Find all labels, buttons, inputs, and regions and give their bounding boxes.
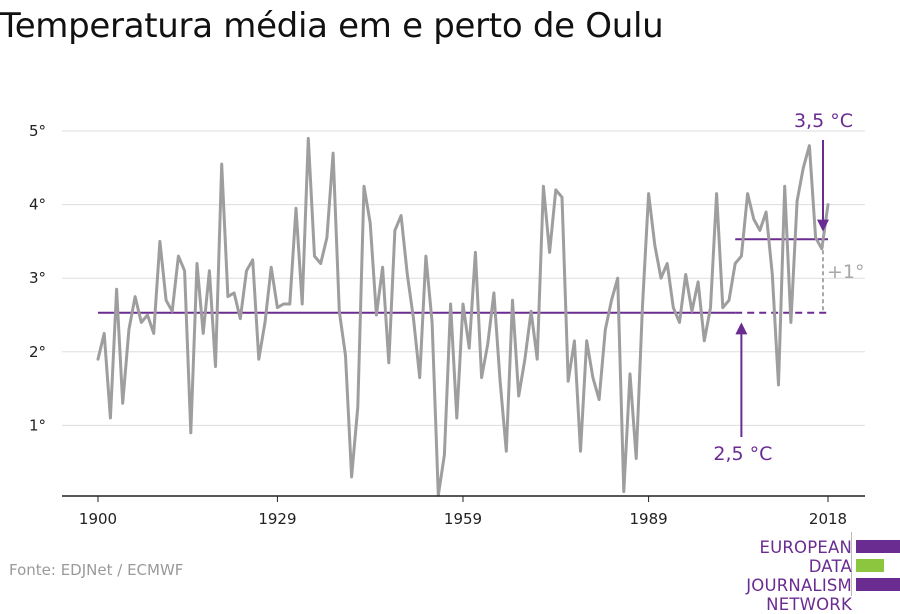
logo-text: EUROPEAN DATA JOURNALISM NETWORK — [700, 538, 852, 614]
y-tick-label: 2° — [29, 343, 46, 361]
difference-label: +1° — [827, 261, 865, 283]
x-tick-label: 1929 — [258, 510, 296, 528]
logo-bar-bottom — [856, 578, 900, 591]
logo-bar-top — [856, 540, 900, 553]
line-chart: 1° 2° 3° 4° 5° 1900 1929 1959 1989 2018 +1° 2,5 °C… — [29, 110, 865, 528]
edjnet-logo[interactable]: EUROPEAN DATA JOURNALISM NETWORK — [700, 532, 900, 614]
low-value-label: 2,5 °C — [713, 443, 772, 465]
y-tick-label: 1° — [29, 416, 46, 434]
temperature-series-line — [96, 136, 830, 497]
source-note: Fonte: EDJNet / ECMWF — [9, 561, 184, 579]
logo-line-network: NETWORK — [766, 595, 852, 614]
high-value-label: 3,5 °C — [794, 110, 853, 132]
y-tick-label: 4° — [29, 196, 46, 214]
logo-bar-middle — [856, 559, 900, 572]
chart-title: Temperatura média em e perto de Oulu — [0, 6, 664, 46]
logo-divider — [851, 532, 852, 596]
x-tick-label: 1989 — [629, 510, 667, 528]
y-tick-label: 3° — [29, 269, 46, 287]
logo-line-data-journalism: DATA JOURNALISM — [746, 557, 852, 595]
x-tick-label: 1959 — [444, 510, 482, 528]
logo-line-european: EUROPEAN — [759, 538, 852, 557]
y-tick-label: 5° — [29, 122, 46, 140]
x-tick-label: 2018 — [809, 510, 847, 528]
x-tick-label: 1900 — [79, 510, 117, 528]
